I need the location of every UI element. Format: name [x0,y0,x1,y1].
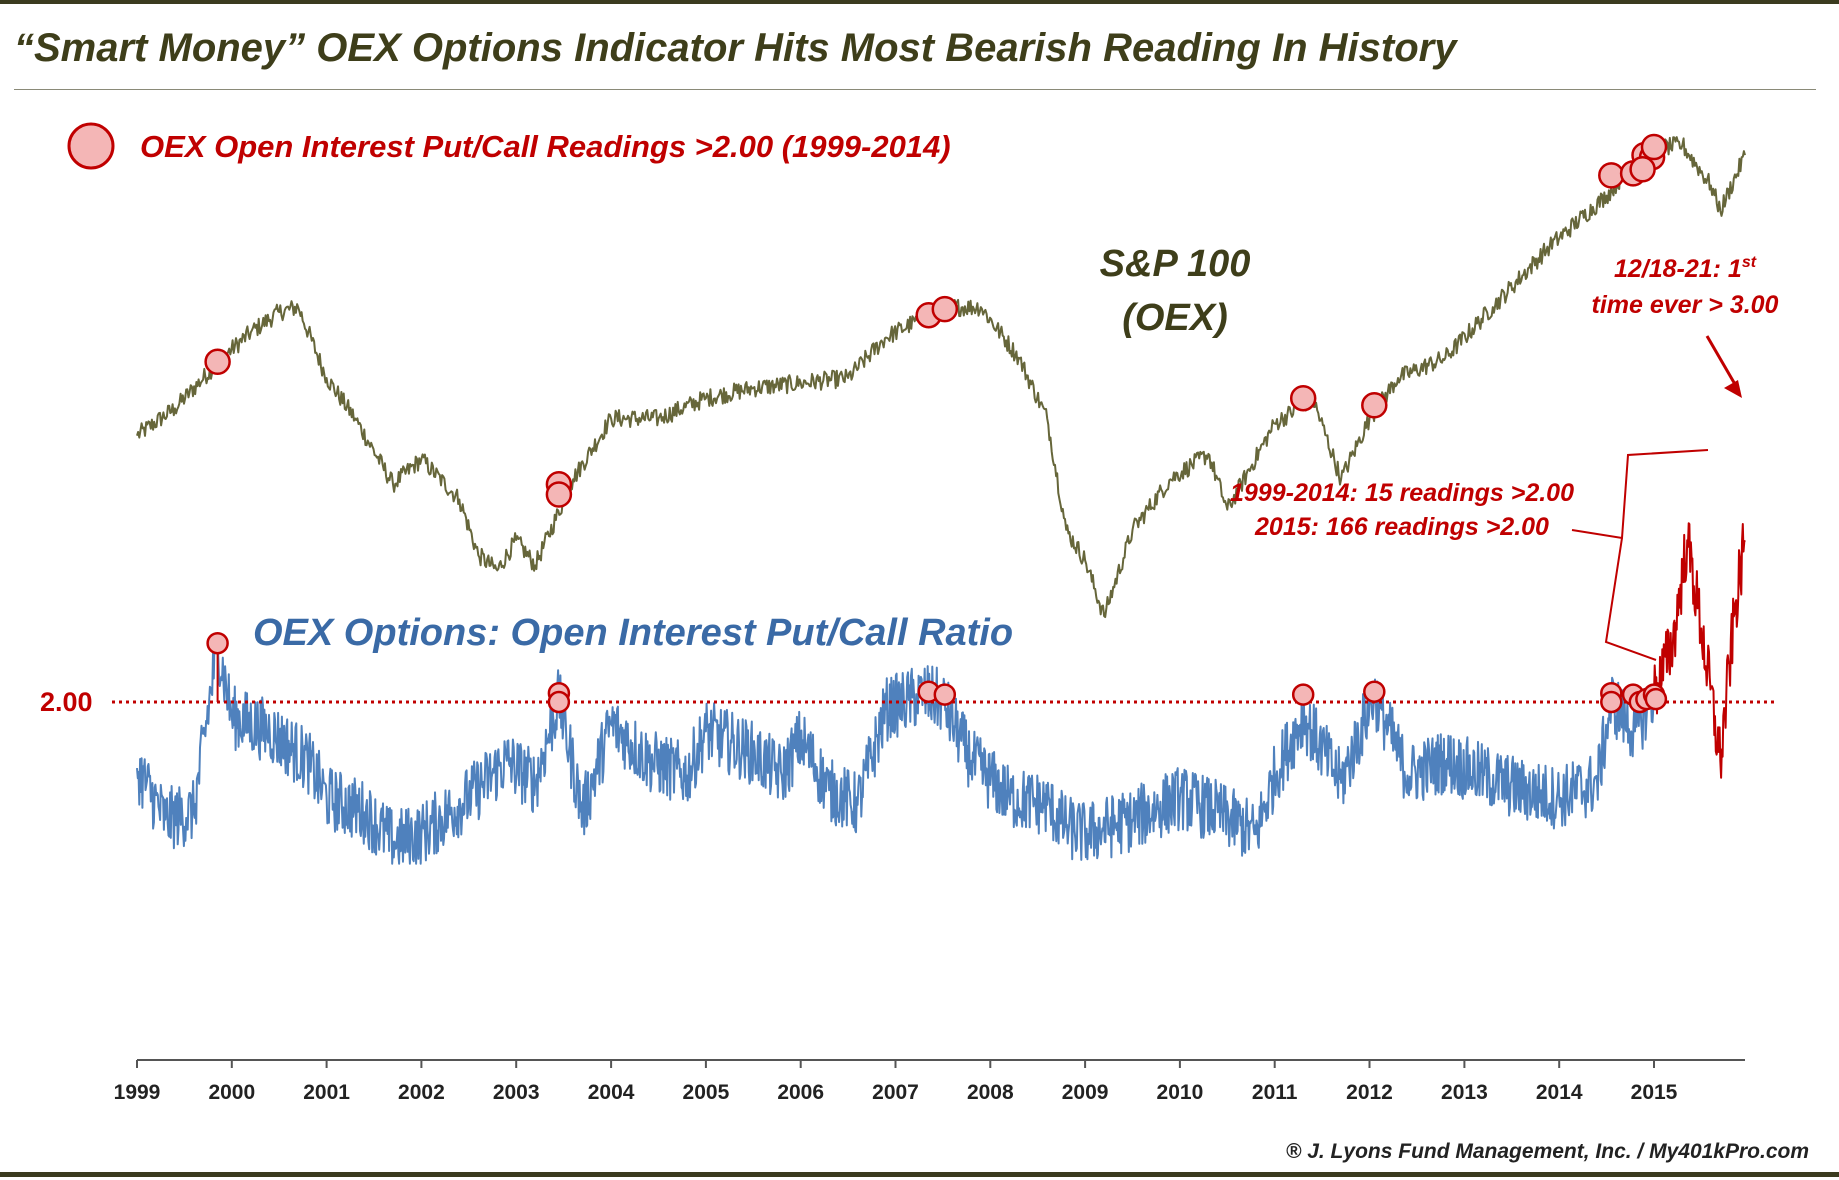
x-tick-label: 2006 [777,1081,824,1104]
x-tick-label: 2001 [303,1081,350,1104]
legend-circle-marker-icon [67,122,115,170]
oex-marker [1640,133,1668,161]
ratio-marker [206,631,229,655]
credit: ® J. Lyons Fund Management, Inc. / My401… [1285,1140,1809,1163]
annotation-record-line2: time ever > 3.00 [1592,291,1779,319]
annotation-record-sup: st [1742,254,1757,271]
x-tick-label: 2008 [967,1081,1014,1104]
x-tick-label: 2007 [872,1081,919,1104]
x-tick-label: 2011 [1252,1081,1298,1104]
oex-series [136,136,1746,619]
markers [204,133,1668,714]
ratio-series [136,522,1746,865]
x-tick-label: 2005 [683,1081,730,1104]
oex-label-line1: S&P 100 [1100,243,1251,285]
annotation-counts-line2: 2015: 166 readings >2.00 [1254,513,1549,541]
oex-marker [1289,384,1317,412]
annotation-record-text: 12/18-21: 1 [1614,255,1742,283]
bottom-border [0,1172,1839,1177]
x-tick-label: 2012 [1346,1081,1393,1104]
x-tick-label: 2014 [1536,1081,1583,1104]
ratio-line [136,633,1655,865]
x-tick-label: 2000 [208,1081,255,1104]
annotation-arrow-head [1724,380,1742,398]
ratio-marker [1291,683,1315,706]
ratio-line-2015 [1653,522,1746,779]
oex-label-line2: (OEX) [1122,297,1228,339]
ratio-marker [1600,690,1623,714]
annotation-counts-line1: 1999-2014: 15 readings >2.00 [1230,479,1574,507]
ratio-marker [1363,680,1386,703]
x-tick-label: 2013 [1441,1081,1488,1104]
annotation-brace [1571,449,1709,661]
x-tick-label: 2010 [1157,1081,1204,1104]
ratio-marker [1644,687,1668,711]
oex-marker [545,481,573,508]
x-tick-label: 2002 [398,1081,445,1104]
annotation-arrow [1705,335,1738,387]
oex-marker [204,348,231,376]
ratio-marker [933,683,957,706]
oex-marker [931,295,959,323]
oex-marker [1629,156,1656,183]
oex-marker [1361,392,1388,419]
x-tick-label: 2003 [493,1081,540,1104]
oex-marker [1598,162,1625,189]
x-tick-label: 2015 [1631,1081,1678,1104]
ratio-marker [547,690,571,714]
page-title: “Smart Money” OEX Options Indicator Hits… [14,26,1457,70]
x-tick-label: 2009 [1062,1081,1109,1104]
annotation-record-line1: 12/18-21: 1st [1614,254,1757,283]
legend: OEX Open Interest Put/Call Readings >2.0… [67,122,951,170]
threshold-label: 2.00 [40,687,93,717]
oex-line [136,136,1746,619]
top-border [0,0,1839,4]
x-axis: 1999 2000 2001 2002 2003 2004 2005 2006 2007 2008… [114,1060,1678,1104]
x-tick-label: 2004 [588,1081,635,1104]
ratio-title: OEX Options: Open Interest Put/Call Rati… [253,612,1013,654]
legend-label: OEX Open Interest Put/Call Readings >2.0… [140,129,951,164]
title-rule [14,89,1816,90]
x-tick-label: 1999 [114,1081,161,1104]
